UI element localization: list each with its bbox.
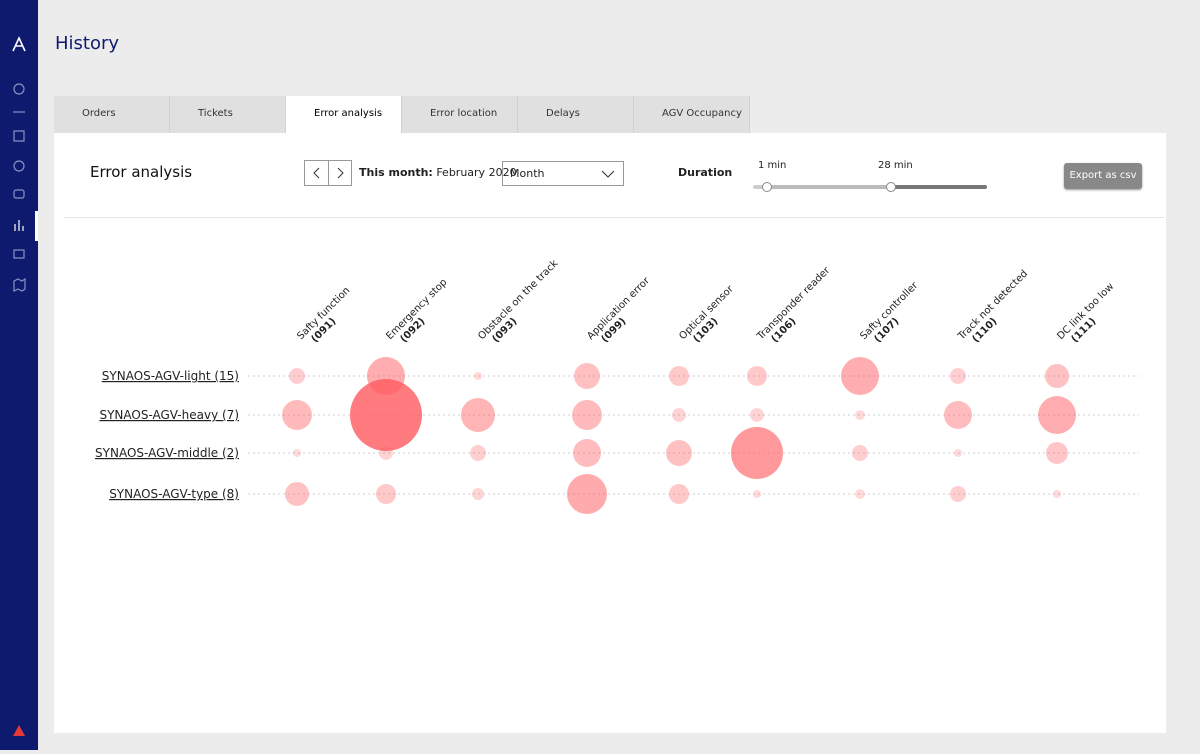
nav-user[interactable] xyxy=(13,83,25,95)
tab-label: Error location xyxy=(430,108,498,119)
tab[interactable]: Orders xyxy=(54,96,170,133)
bubble[interactable] xyxy=(753,490,761,498)
bubble[interactable] xyxy=(474,372,482,380)
column-label: Emergency stop(092) xyxy=(384,277,458,351)
nav-globe[interactable] xyxy=(13,160,25,172)
row-label[interactable]: SYNAOS-AGV-type (8) xyxy=(109,487,239,501)
bubble[interactable] xyxy=(954,449,962,457)
row-label[interactable]: SYNAOS-AGV-middle (2) xyxy=(95,446,239,460)
tab[interactable]: AGV Occupancy xyxy=(634,96,750,133)
bubble[interactable] xyxy=(470,445,486,461)
bubble[interactable] xyxy=(376,484,396,504)
bubble[interactable] xyxy=(573,439,601,467)
prev-button[interactable] xyxy=(305,161,329,185)
row-label[interactable]: SYNAOS-AGV-heavy (7) xyxy=(99,408,239,422)
column-label: Optical sensor(103) xyxy=(677,283,745,351)
column-name: Track not detected xyxy=(956,268,1031,343)
tab-label: AGV Occupancy xyxy=(662,108,742,119)
nav-dashboard[interactable] xyxy=(13,130,25,142)
bubble[interactable] xyxy=(944,401,972,429)
bubble[interactable] xyxy=(750,408,764,422)
bubble[interactable] xyxy=(852,445,868,461)
duration-max: 28 min xyxy=(878,160,913,171)
nav-robot[interactable] xyxy=(13,189,25,199)
column-label: Safty function(091) xyxy=(295,285,361,351)
bubble[interactable] xyxy=(289,368,305,384)
column-label: Application error(099) xyxy=(585,275,661,351)
period-value: February 2020 xyxy=(436,166,517,179)
bubble[interactable] xyxy=(472,488,484,500)
duration-label: Duration xyxy=(678,166,733,179)
bubble[interactable] xyxy=(567,474,607,514)
bubble[interactable] xyxy=(855,410,865,420)
column-label: DC link too low(111) xyxy=(1055,281,1124,350)
bubble[interactable] xyxy=(574,363,600,389)
active-indicator xyxy=(35,211,38,241)
tab[interactable]: Delays xyxy=(518,96,634,133)
tab-label: Delays xyxy=(546,108,580,119)
bubble[interactable] xyxy=(669,484,689,504)
column-name: Transponder reader xyxy=(755,265,833,343)
bubble[interactable] xyxy=(282,400,312,430)
bubble[interactable] xyxy=(950,368,966,384)
column-label: Obstacle on the track(093) xyxy=(476,258,569,351)
tab-label: Tickets xyxy=(198,108,233,119)
tab-bar: Orders Tickets Error analysis Error locatio… xyxy=(54,96,750,133)
tab-label: Error analysis xyxy=(314,108,383,119)
bubble[interactable] xyxy=(1045,364,1069,388)
panel: Error analysis This month: February 2020… xyxy=(54,133,1166,733)
bubble[interactable] xyxy=(841,357,879,395)
column-name: Obstacle on the track xyxy=(476,258,560,342)
tab[interactable]: Tickets xyxy=(170,96,286,133)
next-button[interactable] xyxy=(329,161,352,185)
period-label: This month: xyxy=(359,166,433,179)
bubble[interactable] xyxy=(950,486,966,502)
column-label: Transponder reader(106) xyxy=(755,265,842,352)
bubble[interactable] xyxy=(672,408,686,422)
divider xyxy=(64,217,1164,218)
tab[interactable]: Error location xyxy=(402,96,518,133)
bubble[interactable] xyxy=(747,366,767,386)
period-nav xyxy=(304,160,352,186)
duration-slider[interactable] xyxy=(749,179,989,195)
bubble[interactable] xyxy=(666,440,692,466)
sidebar xyxy=(0,0,38,750)
bubble[interactable] xyxy=(572,400,602,430)
bubble[interactable] xyxy=(731,427,783,479)
period-select[interactable]: Month xyxy=(502,161,624,186)
bubble[interactable] xyxy=(461,398,495,432)
nav-history[interactable] xyxy=(14,220,24,231)
bubble[interactable] xyxy=(350,379,422,451)
alert-icon[interactable] xyxy=(13,725,25,736)
bubble-chart: SYNAOS-AGV-light (15) SYNAOS-AGV-heavy (7… xyxy=(95,258,1139,514)
bubble[interactable] xyxy=(855,489,865,499)
period: This month: February 2020 xyxy=(359,166,517,179)
bubble[interactable] xyxy=(379,446,393,460)
export-button[interactable]: Export as csv xyxy=(1064,163,1142,189)
column-label: Safty controller(107) xyxy=(858,280,929,351)
bubble[interactable] xyxy=(1053,490,1061,498)
page-title: History xyxy=(55,33,120,54)
bubble[interactable] xyxy=(285,482,309,506)
bubble[interactable] xyxy=(1038,396,1076,434)
column-label: Track not detected(110) xyxy=(956,268,1039,351)
nav-map[interactable] xyxy=(13,277,26,292)
logo xyxy=(12,36,26,52)
bubble[interactable] xyxy=(669,366,689,386)
tab-label: Orders xyxy=(82,108,116,119)
panel-title: Error analysis xyxy=(90,163,193,181)
sidebar-icons xyxy=(12,36,38,736)
nav-trucks[interactable] xyxy=(13,249,25,259)
bubble[interactable] xyxy=(293,449,301,457)
duration-min: 1 min xyxy=(758,160,787,171)
select-value: Month xyxy=(510,167,545,180)
row-label[interactable]: SYNAOS-AGV-light (15) xyxy=(102,369,239,383)
tab[interactable]: Error analysis xyxy=(286,96,402,133)
bubble[interactable] xyxy=(1046,442,1068,464)
